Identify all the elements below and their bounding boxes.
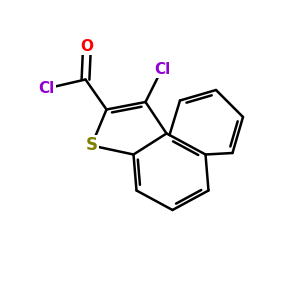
Text: Cl: Cl: [38, 81, 55, 96]
Text: S: S: [85, 136, 98, 154]
Text: O: O: [80, 39, 94, 54]
Text: Cl: Cl: [154, 61, 170, 76]
